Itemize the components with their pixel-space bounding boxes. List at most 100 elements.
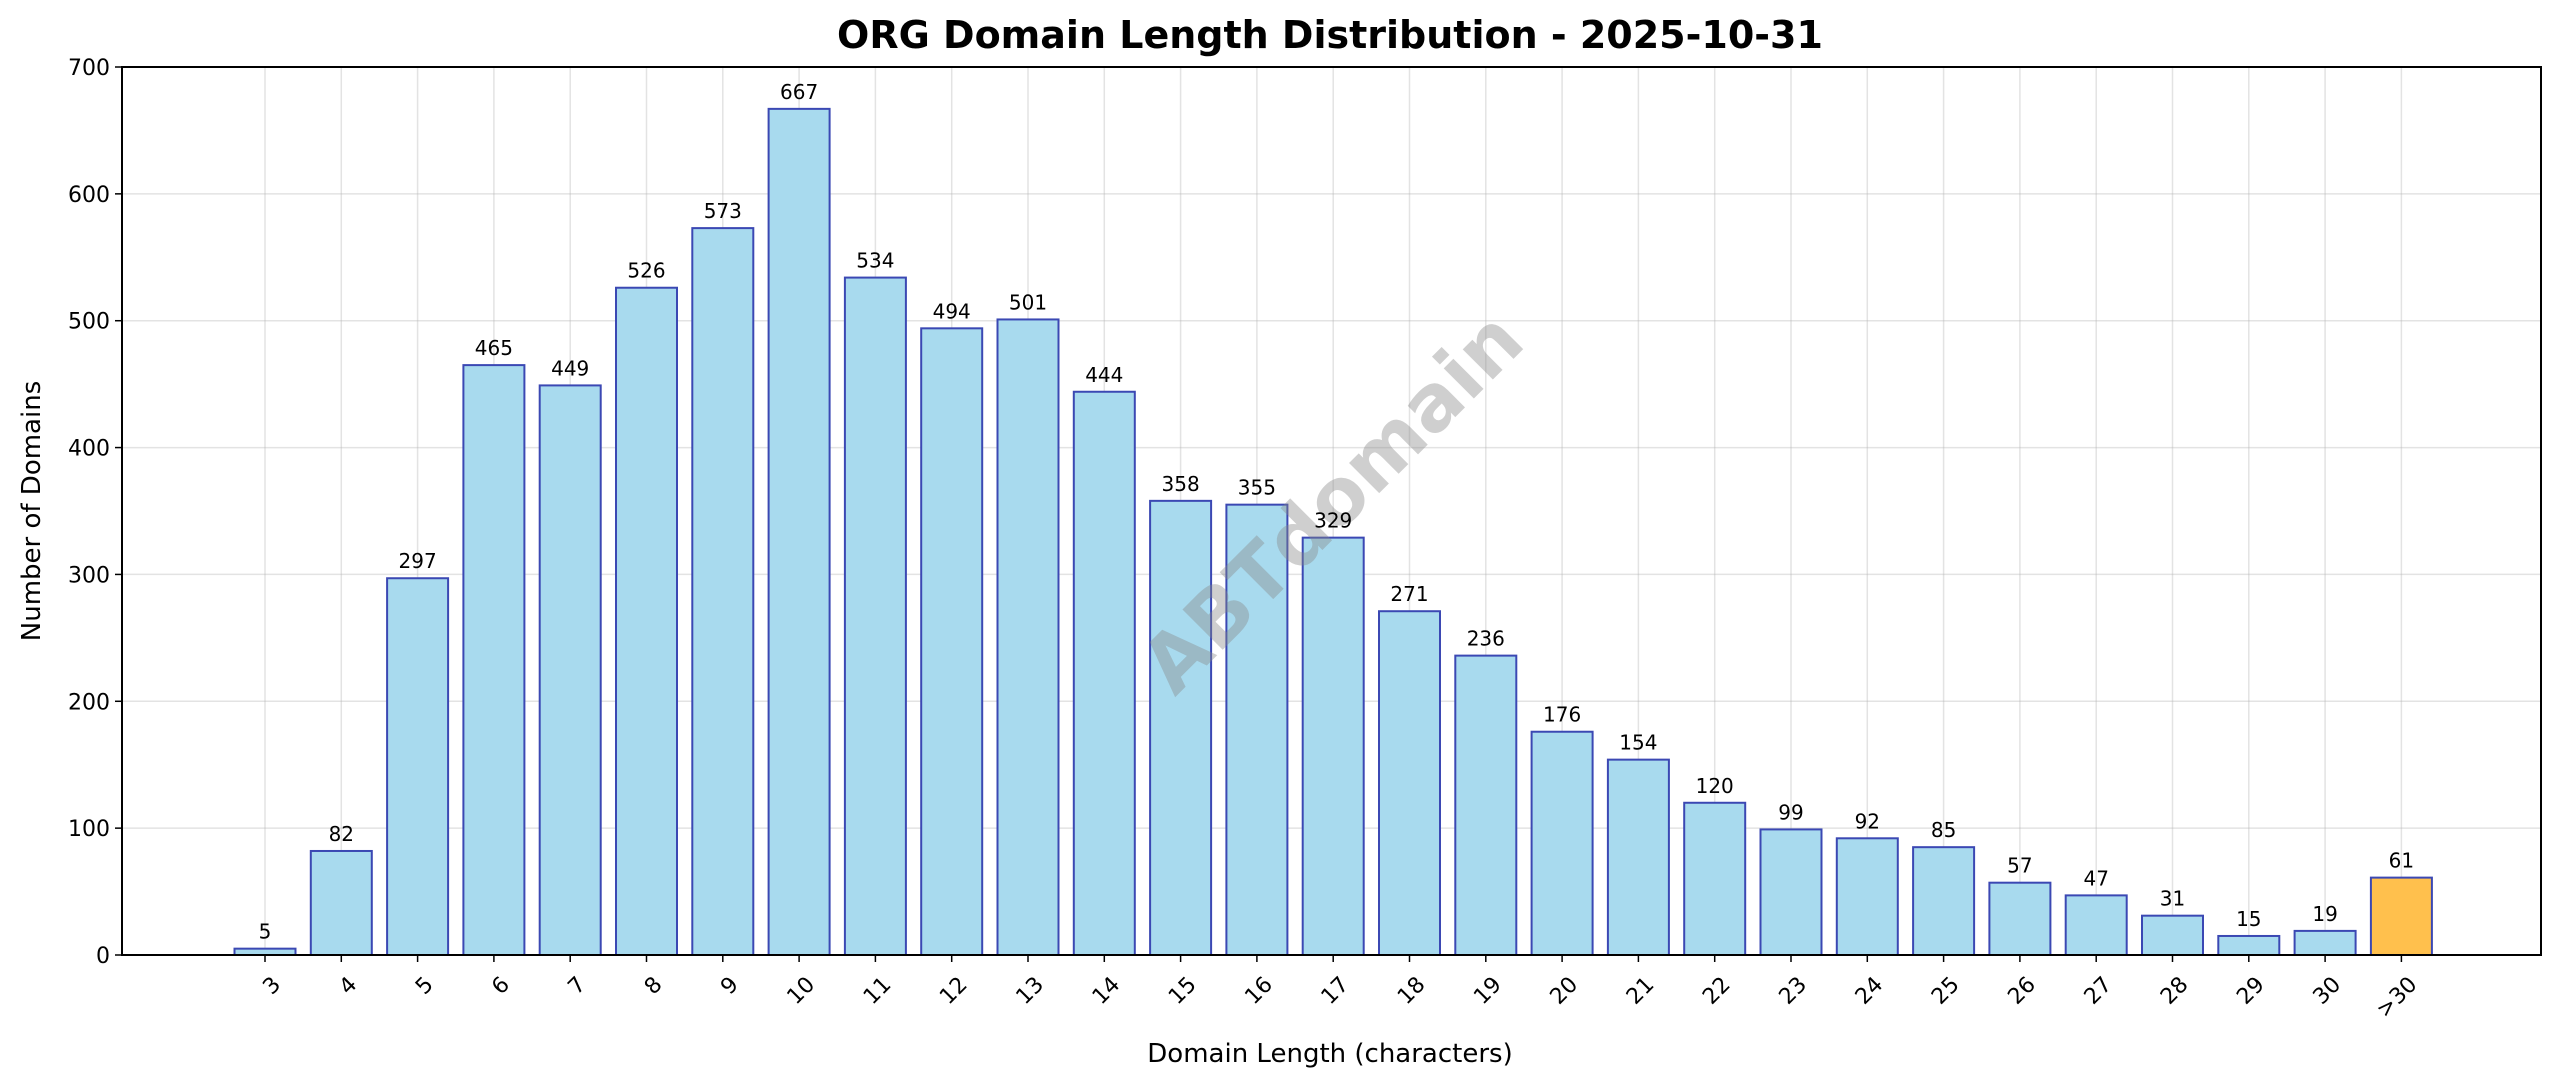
data-label: 120 <box>1696 774 1734 798</box>
data-label: 449 <box>551 356 589 380</box>
bar-13 <box>996 318 1060 956</box>
data-label: 465 <box>475 336 513 360</box>
bar->30 <box>2369 876 2433 956</box>
y-axis: 0 100 200 300 400 500 600 700 <box>68 56 122 969</box>
data-label: 82 <box>329 822 354 846</box>
x-tick-label: 7 <box>564 972 592 1000</box>
data-label: 494 <box>933 299 971 323</box>
data-label: 47 <box>2083 866 2108 890</box>
data-label: 85 <box>1931 818 1956 842</box>
y-tick-label: 200 <box>68 690 110 715</box>
data-label: 355 <box>1238 476 1276 500</box>
data-label: 297 <box>399 549 437 573</box>
data-label: 176 <box>1543 703 1581 727</box>
x-tick-label: 24 <box>1851 972 1888 1009</box>
x-tick-label: 30 <box>2309 972 2346 1009</box>
x-axis-label: Domain Length (characters) <box>1147 1039 1512 1069</box>
x-tick-label: 29 <box>2232 972 2269 1009</box>
x-tick-label: 22 <box>1698 972 1735 1009</box>
x-tick-label: 20 <box>1546 972 1583 1009</box>
data-label: 19 <box>2312 902 2337 926</box>
x-tick-label: 13 <box>1012 972 1049 1009</box>
data-label: 15 <box>2236 907 2261 931</box>
bar-30 <box>2293 929 2357 957</box>
data-label: 92 <box>1855 809 1880 833</box>
x-tick-label: 17 <box>1317 972 1354 1009</box>
data-label: 236 <box>1467 627 1505 651</box>
data-label: 501 <box>1009 290 1047 314</box>
x-tick-label: 12 <box>935 972 972 1009</box>
bar-17 <box>1301 536 1365 956</box>
y-tick-label: 0 <box>96 944 110 969</box>
x-tick-label: 6 <box>487 972 515 1000</box>
bars <box>233 107 2433 957</box>
data-label: 358 <box>1162 472 1200 496</box>
plot-frame <box>121 66 2542 956</box>
bar-14 <box>1072 390 1136 956</box>
x-tick-label: 10 <box>783 972 820 1009</box>
data-label: 31 <box>2160 887 2185 911</box>
data-label: 61 <box>2389 849 2414 873</box>
chart-title: ORG Domain Length Distribution - 2025-10… <box>837 13 1823 57</box>
x-tick-label: >30 <box>2372 972 2423 1023</box>
data-label: 444 <box>1085 363 1123 387</box>
bar-18 <box>1378 610 1441 957</box>
data-label: 271 <box>1390 582 1428 606</box>
x-tick-label: 23 <box>1775 972 1812 1009</box>
bar-29 <box>2217 934 2281 957</box>
bar-10 <box>767 107 831 956</box>
bar-28 <box>2141 914 2204 956</box>
bar-24 <box>1835 837 1899 957</box>
y-tick-label: 600 <box>68 183 110 208</box>
bar-4 <box>309 849 373 957</box>
x-tick-label: 9 <box>716 972 744 1000</box>
data-label: 329 <box>1314 509 1352 533</box>
y-tick-label: 300 <box>68 563 110 588</box>
x-tick-label: 14 <box>1088 972 1125 1009</box>
data-label: 154 <box>1619 731 1657 755</box>
x-tick-label: 8 <box>640 972 668 1000</box>
bar-6 <box>462 364 526 957</box>
x-tick-label: 26 <box>2003 972 2040 1009</box>
bar-7 <box>538 384 602 956</box>
y-tick-label: 100 <box>68 817 110 842</box>
x-tick-label: 19 <box>1469 972 1506 1009</box>
y-tick-label: 700 <box>68 56 110 81</box>
x-tick-label: 16 <box>1240 972 1277 1009</box>
bar-5 <box>386 577 450 957</box>
y-tick-label: 400 <box>68 437 110 462</box>
x-tick-label: 5 <box>411 972 439 1000</box>
data-label: 667 <box>780 80 818 104</box>
bar-9 <box>691 227 755 956</box>
bar-19 <box>1454 654 1518 956</box>
y-tick-label: 500 <box>68 310 110 335</box>
x-tick-label: 25 <box>1927 972 1964 1009</box>
x-tick-label: 15 <box>1164 972 1201 1009</box>
bar-21 <box>1606 758 1670 957</box>
bar-23 <box>1759 828 1823 957</box>
x-tick-label: 27 <box>2080 972 2117 1009</box>
data-label: 57 <box>2007 854 2032 878</box>
bar-27 <box>2064 894 2128 956</box>
y-axis-label: Number of Domains <box>17 381 47 641</box>
x-tick-label: 21 <box>1622 972 1659 1009</box>
bar-25 <box>1912 846 1976 957</box>
x-tick-label: 18 <box>1393 972 1430 1009</box>
x-tick-label: 28 <box>2156 972 2193 1009</box>
x-tick-label: 3 <box>258 972 286 1000</box>
bar-22 <box>1683 801 1747 956</box>
bar-26 <box>1988 881 2052 956</box>
bar-20 <box>1530 730 1594 957</box>
data-label: 534 <box>856 249 894 273</box>
bar-11 <box>843 276 907 956</box>
x-axis: 3 4 5 6 7 8 9 10 11 12 13 14 15 16 17 18 19 20 21 22 23 24 25 2… <box>258 955 2422 1023</box>
x-tick-label: 11 <box>859 972 896 1009</box>
data-label: 573 <box>704 199 742 223</box>
data-labels: 5 82 297 465 449 526 573 667 534 494 501 444 358 355 3… <box>259 80 2414 944</box>
data-label: 5 <box>259 920 272 944</box>
x-tick-label: 4 <box>335 972 363 1000</box>
bar-8 <box>615 286 678 956</box>
data-label: 526 <box>627 259 665 283</box>
bar-12 <box>920 327 984 956</box>
